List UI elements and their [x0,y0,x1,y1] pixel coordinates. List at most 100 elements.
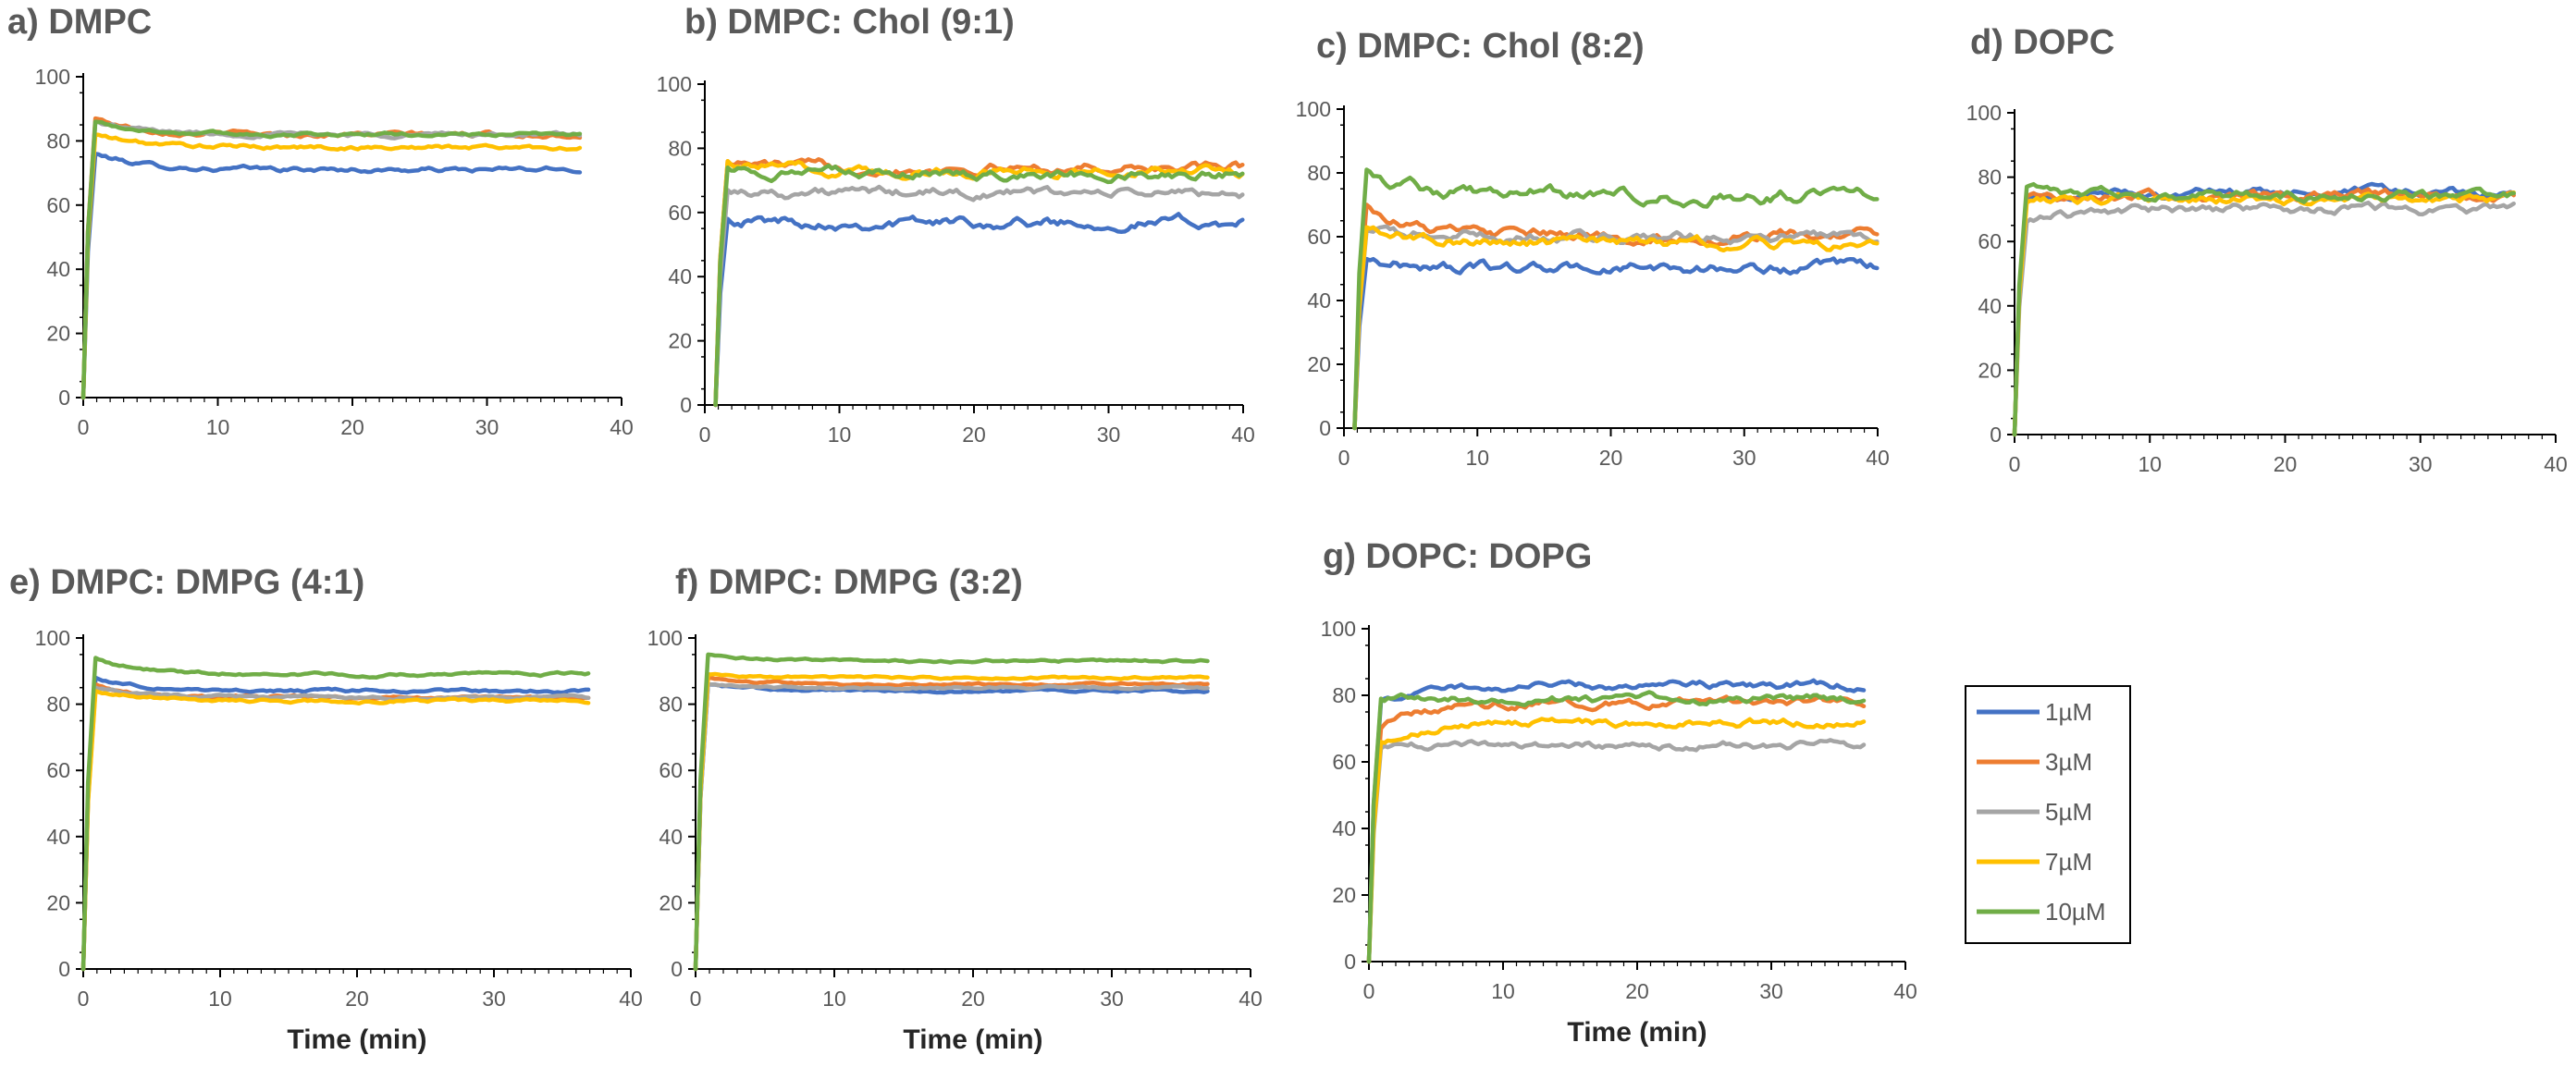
y-tick-label: 40 [1978,294,2002,318]
chart-panel-b: b) DMPC: Chol (9:1) 0 20 40 60 80 100 0 10 20 30 40 [657,3,1255,447]
series-line-5uM [1366,738,1867,964]
y-tick-label: 40 [1307,288,1331,313]
chart-panel-e: e) DMPC: DMPG (4:1) 0 20 40 60 80 100 0 10 20 30 40… [9,563,643,1055]
x-axis-title: Time (min) [1567,1017,1707,1048]
x-tick-label: 10 [828,423,852,447]
y-tick-label: 60 [1307,225,1331,249]
y-tick-label: 0 [1344,950,1356,974]
x-tick-label: 30 [1759,979,1783,1003]
y-tick-label: 100 [657,72,692,96]
panel-title: f) DMPC: DMPG (3:2) [675,563,1023,602]
series-line-1uM [1352,256,1880,431]
x-tick-label: 30 [1100,987,1124,1011]
y-tick-label: 0 [1319,416,1331,440]
legend-label: 5µM [2045,798,2092,826]
series-line-7uM [693,671,1210,972]
chart-panel-d: d) DOPC 0 20 40 60 80 100 0 10 20 30 40 [1966,23,2568,476]
x-tick-label: 0 [78,987,90,1011]
x-tick-label: 10 [2138,452,2162,476]
y-tick-label: 20 [1307,352,1331,376]
series-line-5uM [2012,200,2516,437]
x-tick-label: 20 [345,987,369,1011]
x-tick-label: 40 [1239,987,1263,1011]
x-axis-title: Time (min) [287,1024,426,1055]
series-line-5uM [713,184,1245,408]
y-tick-label: 0 [671,957,683,981]
y-tick-label: 100 [1321,617,1356,641]
series-line-10uM [1366,690,1867,964]
series-line-1uM [1366,678,1867,964]
y-tick-label: 20 [1978,358,2002,382]
y-tick-label: 80 [1978,166,2002,190]
x-tick-label: 0 [1363,979,1375,1003]
series-line-5uM [80,119,583,400]
series-line-3uM [1352,202,1880,431]
y-tick-label: 60 [46,193,70,217]
y-tick-label: 40 [1332,816,1356,840]
x-tick-label: 30 [2409,452,2433,476]
panel-title: a) DMPC [7,3,152,42]
x-tick-label: 10 [1491,979,1515,1003]
series-line-3uM [80,681,591,972]
y-tick-label: 100 [647,626,683,650]
legend-box [1965,685,2131,944]
legend-label: 7µM [2045,848,2092,876]
series-line-5uM [693,681,1210,972]
x-tick-label: 40 [2544,452,2568,476]
series-line-7uM [2012,190,2516,437]
series-line-7uM [1366,717,1867,964]
y-tick-label: 60 [668,201,692,225]
y-tick-label: 0 [58,957,70,981]
y-tick-label: 80 [668,136,692,160]
series-line-10uM [693,652,1210,972]
y-tick-label: 80 [1332,683,1356,707]
series-line-7uM [1352,225,1880,431]
series-line-1uM [2012,181,2516,437]
chart-panel-g: g) DOPC: DOPG 0 20 40 60 80 100 0 10 20 30 40 Time (… [1321,537,1917,1048]
x-tick-label: 10 [1465,446,1489,470]
y-tick-label: 40 [46,257,70,281]
x-tick-label: 0 [699,423,711,447]
series-line-5uM [1352,224,1880,431]
x-tick-label: 40 [1893,979,1917,1003]
x-tick-label: 0 [1338,446,1350,470]
y-tick-label: 20 [1332,883,1356,907]
x-tick-label: 30 [475,415,499,439]
panel-title: d) DOPC [1970,23,2114,62]
series-line-1uM [80,152,583,400]
y-tick-label: 20 [46,322,70,346]
x-tick-label: 30 [482,987,506,1011]
y-tick-label: 60 [46,758,70,782]
x-tick-label: 20 [961,987,985,1011]
y-tick-label: 40 [668,264,692,288]
legend-label: 3µM [2045,748,2092,776]
y-tick-label: 80 [659,693,683,717]
legend-label: 10µM [2045,898,2106,926]
x-tick-label: 30 [1097,423,1121,447]
x-tick-label: 20 [340,415,364,439]
chart-panel-f: f) DMPC: DMPG (3:2) 0 20 40 60 80 100 0 10 20 30 40… [647,563,1263,1055]
x-tick-label: 40 [610,415,634,439]
series-line-1uM [713,212,1245,408]
y-tick-label: 40 [659,825,683,849]
series-line-10uM [1352,167,1880,431]
series-line-1uM [693,681,1210,972]
x-tick-label: 10 [822,987,846,1011]
y-tick-label: 80 [1307,161,1331,185]
y-tick-label: 100 [1966,101,2002,125]
series-line-10uM [713,163,1245,408]
x-tick-label: 40 [619,987,643,1011]
series-line-10uM [80,119,583,400]
x-tick-label: 10 [206,415,230,439]
x-tick-label: 0 [2009,452,2021,476]
x-tick-label: 40 [1231,423,1255,447]
series-line-7uM [80,132,583,400]
x-axis-title: Time (min) [903,1024,1042,1055]
series-line-3uM [1366,694,1867,964]
y-tick-label: 100 [1296,97,1331,121]
series-line-7uM [80,689,591,972]
panel-title: c) DMPC: Chol (8:2) [1316,27,1645,66]
x-tick-label: 20 [1599,446,1623,470]
x-tick-label: 20 [962,423,986,447]
